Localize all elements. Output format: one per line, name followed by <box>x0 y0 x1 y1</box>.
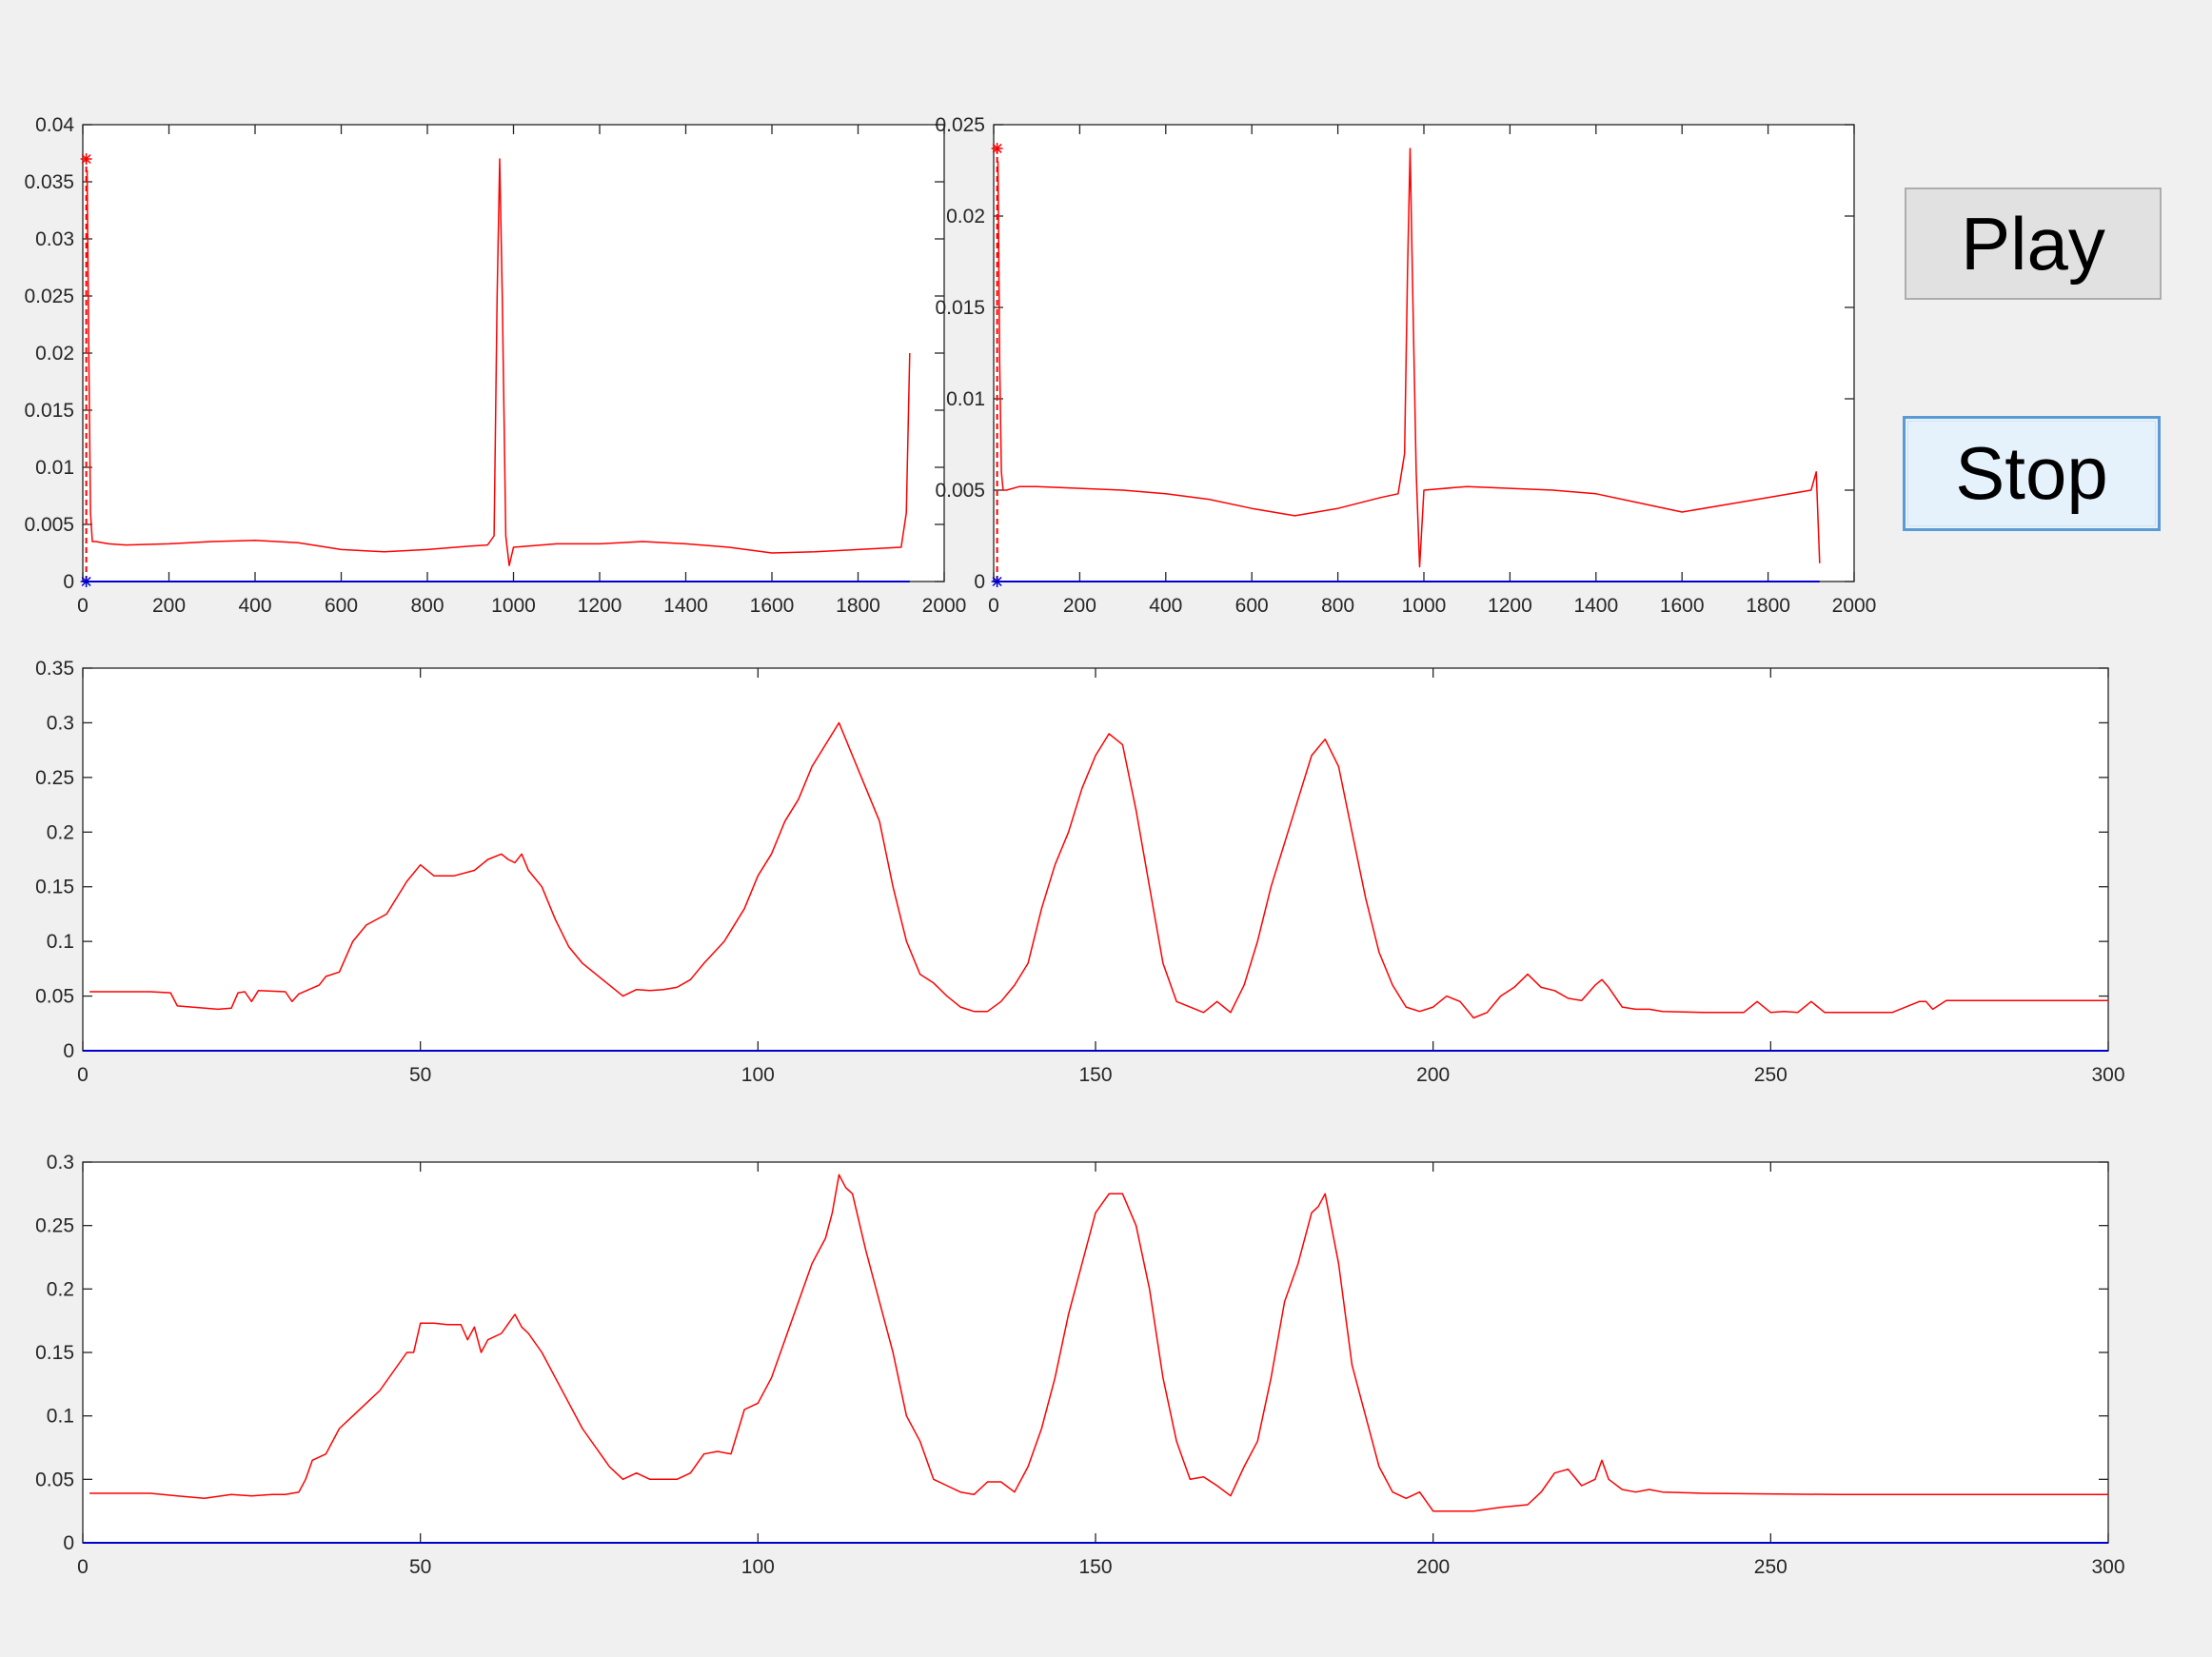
y-tick-label: 0.035 <box>24 171 74 193</box>
y-tick-label: 0.2 <box>47 821 74 843</box>
signal-series-1 <box>89 721 2108 1019</box>
x-tick-label: 400 <box>238 595 271 617</box>
y-tick-label: 0.015 <box>935 297 985 319</box>
signal-series-2 <box>997 148 1821 568</box>
x-tick-label: 600 <box>1235 595 1269 617</box>
x-tick-label: 2000 <box>1832 595 1877 617</box>
x-tick-label: 50 <box>409 1556 431 1578</box>
y-tick-label: 0.01 <box>35 457 74 479</box>
y-tick-label: 0.25 <box>35 767 74 789</box>
x-tick-label: 100 <box>741 1064 775 1086</box>
plot-area <box>993 124 1855 582</box>
x-tick-label: 250 <box>1754 1064 1787 1086</box>
y-tick-label: 0.25 <box>35 1215 74 1237</box>
y-tick-label: 0.025 <box>24 286 74 307</box>
y-tick-label: 0.05 <box>35 1469 74 1490</box>
y-tick-label: 0.3 <box>47 1152 74 1174</box>
signal-series-2 <box>86 158 911 566</box>
x-tick-label: 1600 <box>750 595 795 617</box>
x-tick-label: 1800 <box>1746 595 1790 617</box>
x-tick-label: 600 <box>325 595 358 617</box>
x-tick-label: 50 <box>409 1064 431 1086</box>
y-tick-label: 0.02 <box>946 206 985 227</box>
axes-2: 0 200 400 600 800 1000 1200 1400 1600 1800 2000 0 0.… <box>935 114 1876 617</box>
x-tick-label: 150 <box>1078 1064 1112 1086</box>
y-tick-label: 0.02 <box>35 343 74 365</box>
y-tick-label: 0 <box>63 1040 74 1062</box>
x-tick-label: 0 <box>988 595 999 617</box>
x-tick-label: 800 <box>410 595 444 617</box>
plot-area <box>82 1161 2109 1544</box>
stop-button[interactable]: Stop <box>1903 416 2161 531</box>
x-tick-label: 150 <box>1078 1556 1112 1578</box>
x-tick-label: 100 <box>741 1556 775 1578</box>
signal-series-1 <box>89 1174 2108 1512</box>
x-tick-label: 1000 <box>1402 595 1447 617</box>
x-tick-label: 1400 <box>1573 595 1618 617</box>
y-tick-label: 0.015 <box>24 400 74 422</box>
y-tick-label: 0 <box>974 571 985 593</box>
x-tick-label: 250 <box>1754 1556 1787 1578</box>
y-tick-label: 0.35 <box>35 658 74 680</box>
axes-3: 0 50 100 150 200 250 300 0 0.05 0.1 0.15 0.2 0.25 0.3… <box>35 658 2124 1086</box>
y-tick-label: 0.025 <box>935 114 985 136</box>
y-tick-label: 0.005 <box>24 514 74 536</box>
y-tick-label: 0.2 <box>47 1278 74 1300</box>
plot-area <box>82 667 2109 1052</box>
x-tick-label: 1200 <box>1488 595 1532 617</box>
stem-marker <box>80 153 92 165</box>
x-tick-label: 1000 <box>491 595 536 617</box>
y-tick-label: 0.03 <box>35 228 74 250</box>
plot-area <box>82 124 945 582</box>
x-tick-label: 0 <box>77 1064 89 1086</box>
y-tick-label: 0.005 <box>935 480 985 502</box>
x-tick-label: 1800 <box>836 595 880 617</box>
x-tick-label: 1200 <box>578 595 622 617</box>
x-tick-label: 200 <box>152 595 186 617</box>
x-tick-label: 300 <box>2091 1064 2124 1086</box>
x-tick-label: 1400 <box>663 595 708 617</box>
y-tick-label: 0 <box>63 571 74 593</box>
y-tick-label: 0.1 <box>47 931 74 953</box>
x-tick-label: 400 <box>1149 595 1182 617</box>
y-tick-label: 0.15 <box>35 877 74 898</box>
stem-marker <box>991 142 1003 154</box>
y-tick-label: 0.1 <box>47 1406 74 1428</box>
x-tick-label: 800 <box>1321 595 1354 617</box>
axes-1: 0 200 400 600 800 1000 1200 1400 1600 1800 2000 0 0.… <box>24 114 966 617</box>
y-tick-label: 0.05 <box>35 986 74 1008</box>
y-tick-label: 0 <box>63 1532 74 1554</box>
x-tick-label: 200 <box>1416 1064 1450 1086</box>
x-tick-label: 200 <box>1063 595 1096 617</box>
x-tick-label: 1600 <box>1660 595 1705 617</box>
x-tick-label: 0 <box>77 1556 89 1578</box>
play-button[interactable]: Play <box>1905 187 2162 300</box>
y-tick-label: 0.01 <box>946 388 985 410</box>
x-tick-label: 0 <box>77 595 89 617</box>
x-tick-label: 300 <box>2091 1556 2124 1578</box>
y-tick-label: 0.04 <box>35 114 74 136</box>
y-tick-label: 0.3 <box>47 712 74 734</box>
x-tick-label: 200 <box>1416 1556 1450 1578</box>
axes-4: 0 50 100 150 200 250 300 0 0.05 0.1 0.15 0.2 0.25 0.3 <box>35 1152 2124 1578</box>
y-tick-label: 0.15 <box>35 1342 74 1364</box>
x-tick-label: 2000 <box>922 595 967 617</box>
